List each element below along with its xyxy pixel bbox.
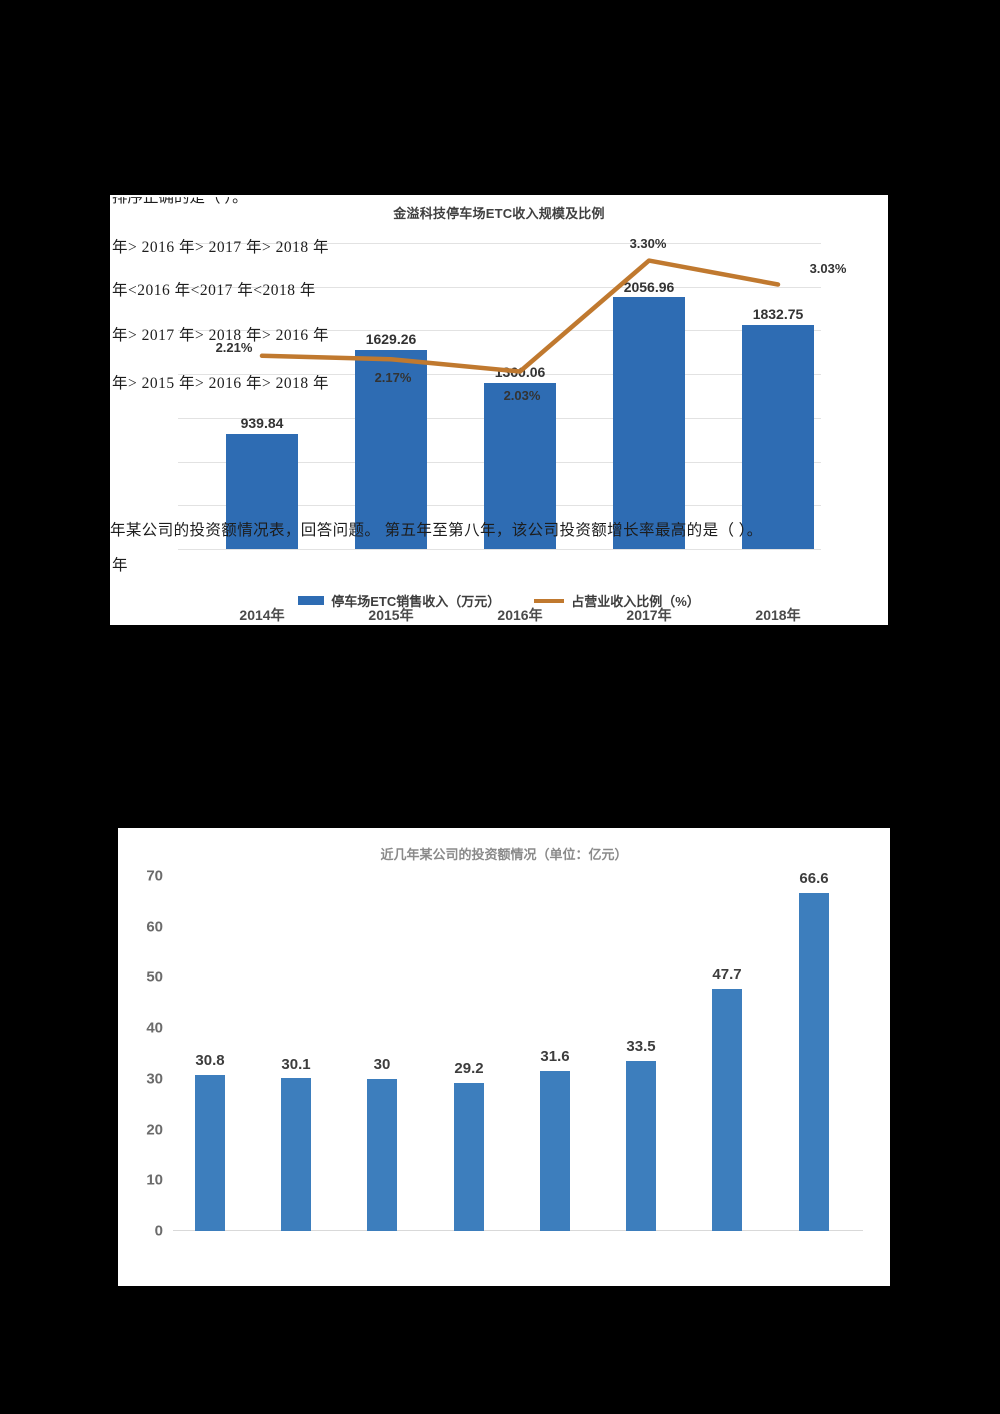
chart1-x-label: 2015年 — [368, 607, 414, 623]
chart2-bar[interactable] — [626, 1061, 656, 1231]
chart1-bar[interactable] — [226, 434, 298, 549]
chart1-x-label: 2016年 — [497, 607, 543, 623]
legend-line-swatch-icon — [534, 598, 565, 603]
chart1-x-label: 2018年 — [755, 607, 801, 623]
gridline — [178, 243, 821, 244]
chart2-y-tick: 0 — [154, 1222, 163, 1240]
chart2-y-tick: 70 — [146, 867, 163, 885]
chart2-bar[interactable] — [195, 1074, 225, 1231]
chart2-bar[interactable] — [281, 1078, 311, 1231]
gridline — [178, 330, 821, 332]
overlay-option-c: 年> 2017 年> 2018 年> 2016 年 — [112, 327, 329, 344]
legend-item-bar-series[interactable]: 停车场ETC销售收入（万元） — [298, 591, 500, 610]
chart2-y-tick: 50 — [146, 968, 163, 986]
chart2-bar[interactable] — [712, 989, 742, 1231]
chart2-bar[interactable] — [367, 1078, 397, 1231]
chart1-line-label: 3.30% — [629, 236, 667, 251]
chart1-line-label: 2.17% — [374, 370, 412, 385]
chart2-bar-label: 30 — [373, 1056, 391, 1073]
overlay-top-cut-line: 排序正确的是（ ）。 — [112, 189, 248, 206]
overlay-option-d: 年> 2015 年> 2016 年> 2018 年 — [112, 375, 329, 392]
chart1-bar[interactable] — [742, 324, 814, 549]
overlay-option-b: 年<2016 年<2017 年<2018 年 — [112, 282, 316, 299]
chart1-bar-label: 1832.75 — [752, 306, 804, 322]
investment-amount-chart-panel: 近几年某公司的投资额情况（单位：亿元） 70 60 50 40 30 20 10… — [118, 828, 890, 1286]
chart1-line-label: 2.21% — [215, 340, 253, 355]
legend-item-line-series[interactable]: 占营业收入比例（%） — [534, 591, 700, 610]
chart2-y-tick: 40 — [146, 1019, 163, 1037]
chart1-bar-label: 2056.96 — [623, 279, 675, 295]
chart2-plot-area: 70 60 50 40 30 20 10 0 30.8 30.1 30 29.2… — [146, 868, 863, 1240]
chart1-bar[interactable] — [355, 349, 427, 549]
overlay-question-line: 年某公司的投资额情况表，回答问题。 第五年至第八年，该公司投资额增长率最高的是（… — [110, 522, 763, 539]
chart2-y-tick: 20 — [146, 1121, 163, 1139]
overlay-option-a: 年> 2016 年> 2017 年> 2018 年 — [112, 239, 329, 256]
chart2-bar[interactable] — [799, 893, 829, 1231]
chart2-title: 近几年某公司的投资额情况（单位：亿元） — [380, 847, 628, 862]
chart1-line-label: 3.03% — [809, 261, 847, 276]
chart2-bar-label: 33.5 — [626, 1038, 656, 1055]
chart2-bar-label: 47.7 — [712, 966, 742, 983]
etc-revenue-chart-panel: 金溢科技停车场ETC收入规模及比例 3.5% 3.0% 2.5% 2.0% 1.… — [110, 195, 888, 625]
chart2-bar[interactable] — [540, 1070, 570, 1231]
chart1-plot-area: 3.5% 3.0% 2.5% 2.0% 1.5% 1.0% 0.5% 0.0% … — [178, 236, 846, 623]
chart2-bar-label: 30.8 — [195, 1052, 225, 1069]
chart2-bar-label: 29.2 — [454, 1060, 484, 1077]
chart2-y-tick: 30 — [146, 1070, 163, 1088]
gridline — [178, 286, 821, 288]
chart1-title: 金溢科技停车场ETC收入规模及比例 — [393, 206, 605, 221]
chart1-bar-label: 1629.26 — [365, 331, 417, 347]
chart1-bar[interactable] — [613, 297, 685, 549]
chart1-ratio-line — [259, 258, 781, 374]
chart2-y-tick: 60 — [146, 918, 163, 936]
chart1-line-label: 2.03% — [503, 388, 541, 403]
chart1-x-label: 2014年 — [239, 607, 285, 623]
chart2-bar-label: 66.6 — [799, 870, 829, 887]
overlay-bottom-fragment: 年 — [112, 557, 129, 574]
chart2-y-tick: 10 — [146, 1171, 163, 1189]
legend-label: 停车场ETC销售收入（万元） — [331, 594, 501, 609]
chart1-legend: 停车场ETC销售收入（万元） 占营业收入比例（%） — [110, 591, 888, 610]
chart1-x-label: 2017年 — [626, 607, 672, 623]
gridline — [178, 374, 821, 376]
chart1-bar-label: 939.84 — [240, 415, 284, 431]
chart2-bar[interactable] — [454, 1082, 484, 1231]
chart2-bar-label: 31.6 — [540, 1048, 570, 1065]
legend-label: 占营业收入比例（%） — [571, 594, 700, 609]
legend-bar-swatch-icon — [298, 596, 325, 605]
x-axis-line — [178, 549, 821, 550]
chart2-bar-label: 30.1 — [281, 1056, 311, 1073]
chart2-x-axis-line — [173, 1230, 863, 1231]
chart1-bar[interactable] — [484, 382, 556, 549]
